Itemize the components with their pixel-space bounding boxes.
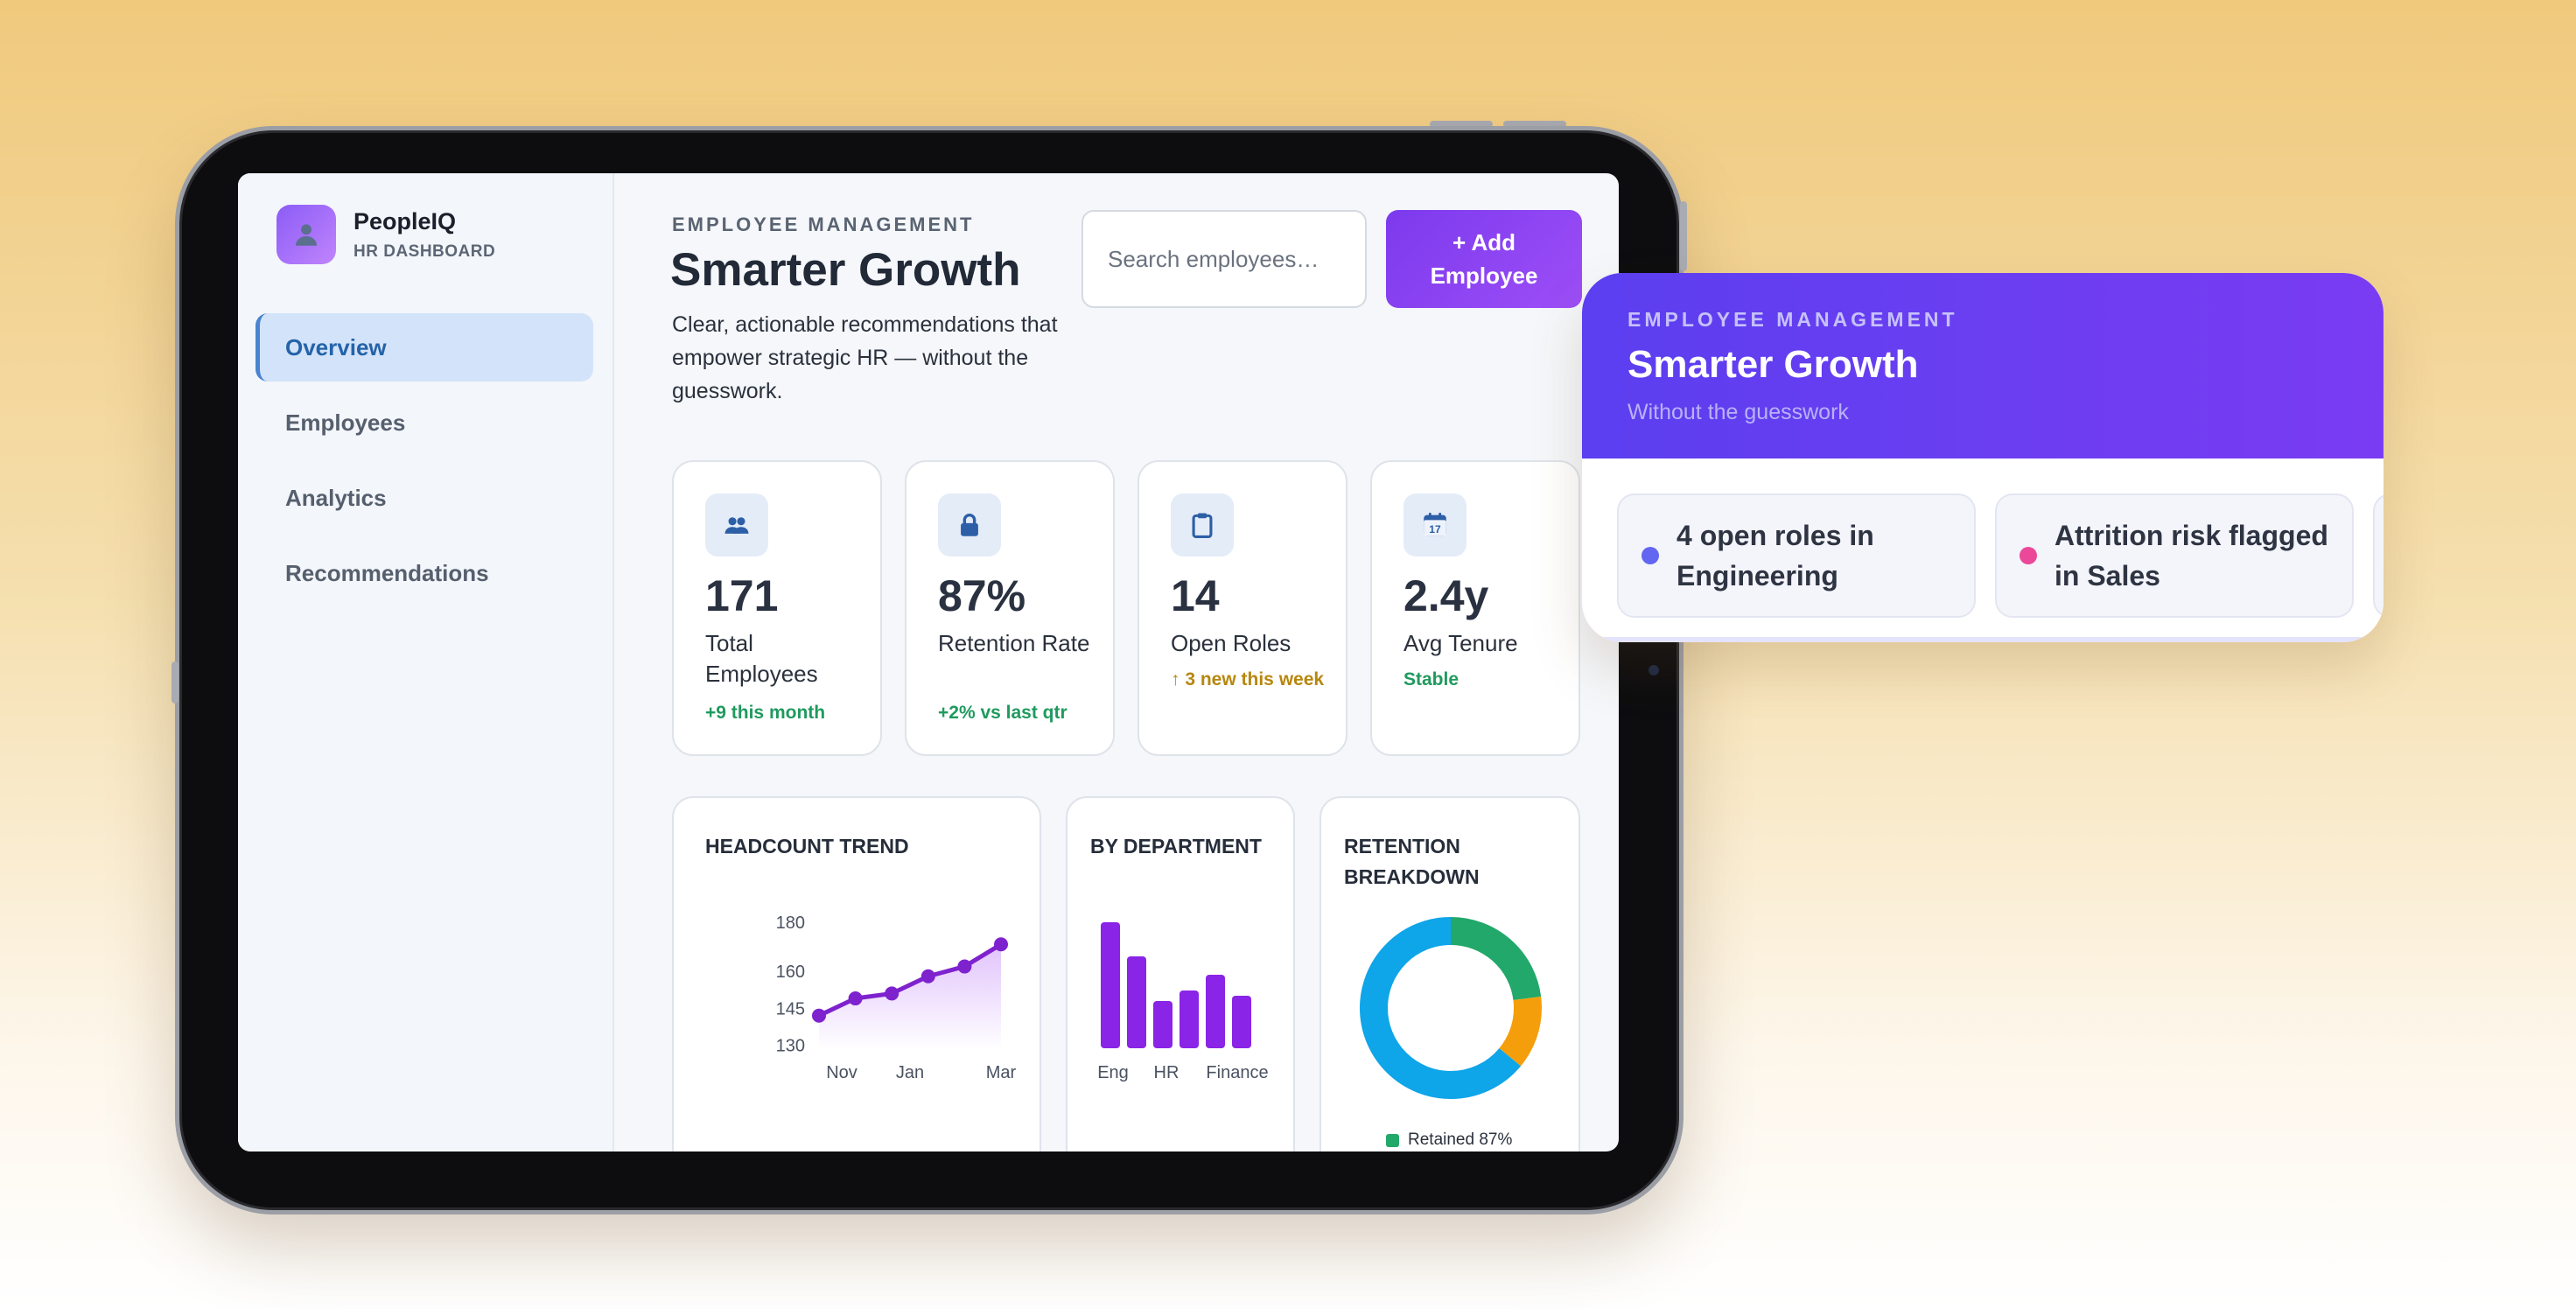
y-tick-label: 160 (776, 962, 805, 982)
alert-text: 4 open roles in Engineering (1676, 520, 1874, 592)
headcount-point (920, 969, 935, 984)
x-tick-label: Nov (826, 1063, 858, 1082)
stat-card-avg-tenure[interactable]: 17 2.4y Avg Tenure Stable (1370, 460, 1580, 756)
stat-label: Open Roles (1171, 630, 1292, 656)
card-title: HEADCOUNT TREND (705, 835, 909, 858)
alert-open-roles[interactable]: 4 open roles in Engineering (1617, 494, 1976, 618)
y-tick-label: 145 (776, 999, 805, 1018)
calendar-icon-day: 17 (1429, 523, 1441, 536)
sidebar-item-overview[interactable]: Overview (256, 313, 593, 382)
department-bar (1127, 956, 1146, 1048)
stat-value: 87% (938, 571, 1026, 620)
x-tick-label: Finance (1206, 1063, 1268, 1082)
stat-card-open-roles[interactable]: 14 Open Roles ↑ 3 new this week (1138, 460, 1348, 756)
retention-card: RETENTION BREAKDOWN Retained 87% (1320, 796, 1580, 1152)
sidebar-nav: Overview Employees Analytics Recommendat… (256, 313, 593, 614)
headcount-point (994, 937, 1008, 952)
headcount-trend-card: HEADCOUNT TREND 130 145 160 180 Nov Jan Mar (672, 796, 1041, 1152)
sidebar-item-analytics[interactable]: Analytics (285, 484, 387, 511)
page-description: Clear, actionable recommendations that e… (672, 312, 1058, 403)
stat-card-retention-rate[interactable]: 87% Retention Rate +2% vs last qtr (905, 460, 1115, 756)
headcount-point (812, 1008, 826, 1023)
lock-icon (938, 494, 1001, 556)
brand-name: PeopleIQ (354, 207, 457, 234)
department-bar-chart: Eng HR Finance (1097, 922, 1269, 1082)
y-tick-label: 180 (776, 914, 805, 933)
legend-label: Retained 87% (1408, 1130, 1513, 1149)
stat-value: 2.4y (1404, 571, 1489, 620)
department-bar (1153, 1001, 1172, 1048)
stat-card-total-employees[interactable]: 171 Total Employees +9 this month (672, 460, 882, 756)
department-bar (1232, 996, 1251, 1048)
headcount-line-chart: 130 145 160 180 Nov Jan Mar (776, 914, 1017, 1082)
sidebar-item-employees[interactable]: Employees (285, 409, 406, 436)
search-input[interactable] (1082, 210, 1367, 308)
headcount-point (957, 959, 972, 974)
legend-swatch (1386, 1133, 1399, 1147)
stat-label: Total Employees (705, 630, 818, 687)
chart-legend: Retained 87% (1386, 1130, 1512, 1150)
sidebar: PeopleIQ HR DASHBOARD Overview Employees… (238, 173, 614, 1152)
department-bar (1101, 922, 1120, 1048)
clipboard-icon (1171, 494, 1234, 556)
stat-label: Retention Rate (938, 630, 1090, 656)
card-title: Smarter Growth (1628, 343, 1919, 386)
tablet-side-button (1680, 201, 1687, 271)
headcount-point (848, 991, 863, 1006)
retention-donut-chart (1360, 917, 1542, 1099)
tablet-camera (1648, 665, 1659, 676)
stat-value: 14 (1171, 571, 1220, 620)
recommendation-card: EMPLOYEE MANAGEMENT Smarter Growth Witho… (1582, 273, 2384, 642)
people-icon (705, 494, 768, 556)
sidebar-item-recommendations[interactable]: Recommendations (285, 559, 489, 586)
department-card: BY DEPARTMENT Eng HR Finance (1066, 796, 1295, 1152)
alert-attrition-risk[interactable]: Attrition risk flagged in Sales (1995, 494, 2354, 618)
page-eyebrow: EMPLOYEE MANAGEMENT (672, 214, 975, 235)
tablet-side-button (172, 662, 178, 704)
x-tick-label: Mar (986, 1063, 1017, 1082)
tablet-volume-button (1430, 121, 1493, 128)
stat-delta: ↑ 3 new this week (1171, 669, 1325, 690)
page-title: Smarter Growth (670, 244, 1021, 296)
y-tick-label: 130 (776, 1036, 805, 1055)
brand: PeopleIQ HR DASHBOARD (276, 205, 495, 264)
alert-dot-icon (1642, 547, 1659, 564)
department-bar (1180, 990, 1199, 1048)
x-tick-label: Eng (1097, 1063, 1129, 1082)
x-tick-label: HR (1154, 1063, 1180, 1082)
card-bottom-border (1582, 637, 2384, 642)
user-avatar-icon (276, 205, 336, 264)
brand-subtitle: HR DASHBOARD (354, 242, 496, 261)
department-bar (1206, 975, 1225, 1048)
headcount-point (885, 986, 900, 1001)
alert-partial[interactable] (2373, 494, 2384, 618)
calendar-icon: 17 (1404, 494, 1466, 556)
main-content: EMPLOYEE MANAGEMENT Smarter Growth Clear… (614, 173, 1619, 1152)
alert-dot-icon (2020, 547, 2037, 564)
card-title: BY DEPARTMENT (1090, 835, 1262, 858)
stat-label: Avg Tenure (1404, 630, 1518, 656)
add-employee-button[interactable]: + Add Employee (1386, 210, 1582, 308)
recommendation-alerts: 4 open roles in Engineering Attrition ri… (1582, 458, 2384, 642)
stat-delta: Stable (1404, 669, 1460, 690)
stat-delta: +9 this month (705, 703, 826, 723)
card-title: RETENTION BREAKDOWN (1344, 835, 1480, 888)
retention-segment (1360, 917, 1542, 1099)
stat-value: 171 (705, 571, 779, 620)
alert-text: Attrition risk flagged in Sales (2054, 520, 2328, 592)
x-tick-label: Jan (896, 1063, 924, 1082)
retention-segment (1360, 917, 1542, 1099)
recommendation-card-header: EMPLOYEE MANAGEMENT Smarter Growth Witho… (1582, 273, 2384, 458)
tablet-volume-button (1503, 121, 1566, 128)
card-eyebrow: EMPLOYEE MANAGEMENT (1628, 308, 1958, 331)
stat-delta: +2% vs last qtr (938, 703, 1068, 723)
dashboard-screen: PeopleIQ HR DASHBOARD Overview Employees… (238, 173, 1619, 1152)
card-subtitle: Without the guesswork (1628, 400, 1849, 424)
